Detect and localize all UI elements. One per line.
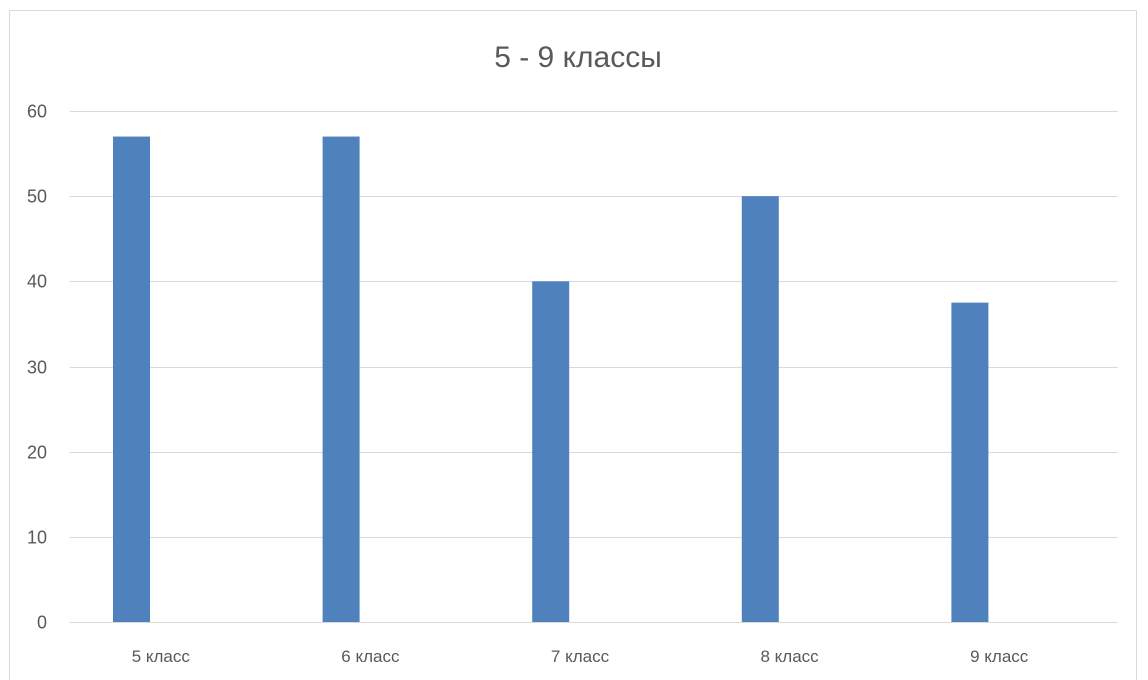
y-tick-label: 50 (27, 187, 47, 207)
y-tick-label: 0 (37, 613, 47, 633)
bar-9-klass (951, 302, 989, 622)
x-category-label: 6 класс (341, 647, 400, 666)
bar-8-klass (741, 196, 779, 622)
y-tick-label: 10 (27, 528, 47, 548)
gridlines (70, 111, 1118, 623)
y-tick-label: 30 (27, 358, 47, 378)
x-category-label: 9 класс (970, 647, 1029, 666)
x-axis-category-labels: 5 класс 6 класс 7 класс 8 класс 9 класс (132, 647, 1029, 666)
y-tick-label: 60 (27, 102, 47, 122)
bar-6-klass (322, 136, 360, 623)
x-category-label: 8 класс (761, 647, 820, 666)
bars (113, 136, 989, 623)
y-tick-label: 20 (27, 443, 47, 463)
bar-5-klass (113, 136, 150, 623)
chart-frame (9, 10, 1137, 680)
bar-7-klass (532, 281, 570, 622)
y-axis-tick-labels: 0 10 20 30 40 50 60 (27, 102, 47, 633)
x-category-label: 7 класс (551, 647, 610, 666)
y-tick-label: 40 (27, 272, 47, 292)
x-category-label: 5 класс (132, 647, 191, 666)
chart-title: 5 - 9 классы (494, 41, 662, 74)
